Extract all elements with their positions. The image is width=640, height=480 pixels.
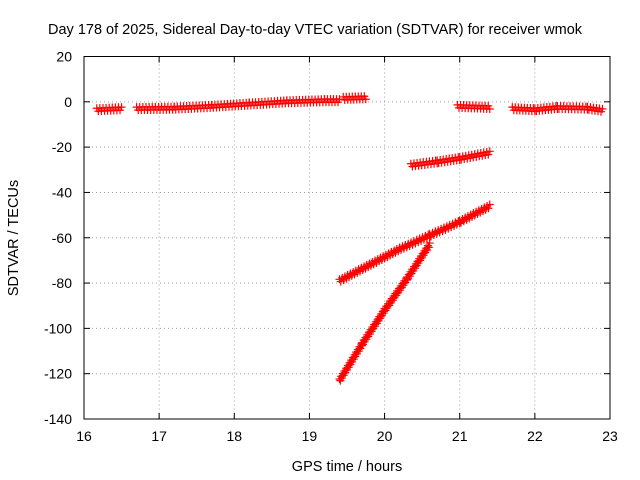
x-tick-label: 23 xyxy=(602,428,618,444)
data-point-marker xyxy=(425,239,434,248)
series-segment-2 xyxy=(132,95,344,115)
series-segment-5 xyxy=(335,200,494,286)
tick-layer: 16 17 18 19 20 21 22 23 -140 -120 -100 -80 -60 -40 -20… xyxy=(44,49,618,445)
data-point-marker xyxy=(485,200,494,209)
y-tick-label: -80 xyxy=(52,275,72,291)
x-axis-label: GPS time / hours xyxy=(292,459,402,475)
data-point-marker xyxy=(484,204,493,213)
x-tick-label: 16 xyxy=(76,428,92,444)
x-tick-label: 20 xyxy=(377,428,393,444)
y-tick-label: 20 xyxy=(56,49,72,65)
y-axis-label: SDTVAR / TECUs xyxy=(6,180,22,296)
data-point-marker xyxy=(485,104,494,113)
grid-layer xyxy=(84,56,610,419)
x-tick-label: 22 xyxy=(527,428,543,444)
x-tick-label: 18 xyxy=(226,428,242,444)
series-segment-1 xyxy=(92,103,126,116)
x-tick-label: 17 xyxy=(151,428,167,444)
series-segment-7 xyxy=(453,100,494,113)
data-point-marker xyxy=(424,243,433,252)
series-segment-4 xyxy=(406,147,494,171)
data-layer xyxy=(92,92,607,385)
data-point-marker xyxy=(361,95,370,104)
x-tick-label: 21 xyxy=(452,428,468,444)
y-tick-label: -60 xyxy=(52,230,72,246)
y-tick-label: -140 xyxy=(44,411,72,427)
chart-title: Day 178 of 2025, Sidereal Day-to-day VTE… xyxy=(48,22,583,38)
data-point-marker xyxy=(117,103,126,112)
data-point-marker xyxy=(485,147,494,156)
data-point-marker xyxy=(484,150,493,159)
series-segment-8 xyxy=(508,101,607,116)
series-segment-6 xyxy=(335,239,434,385)
y-tick-label: -100 xyxy=(44,320,72,336)
y-tick-label: -40 xyxy=(52,184,72,200)
series-segment-3 xyxy=(339,92,370,104)
data-point-marker xyxy=(598,104,607,113)
y-tick-label: 0 xyxy=(64,94,72,110)
x-tick-label: 19 xyxy=(302,428,318,444)
y-tick-label: -20 xyxy=(52,139,72,155)
y-tick-label: -120 xyxy=(44,366,72,382)
